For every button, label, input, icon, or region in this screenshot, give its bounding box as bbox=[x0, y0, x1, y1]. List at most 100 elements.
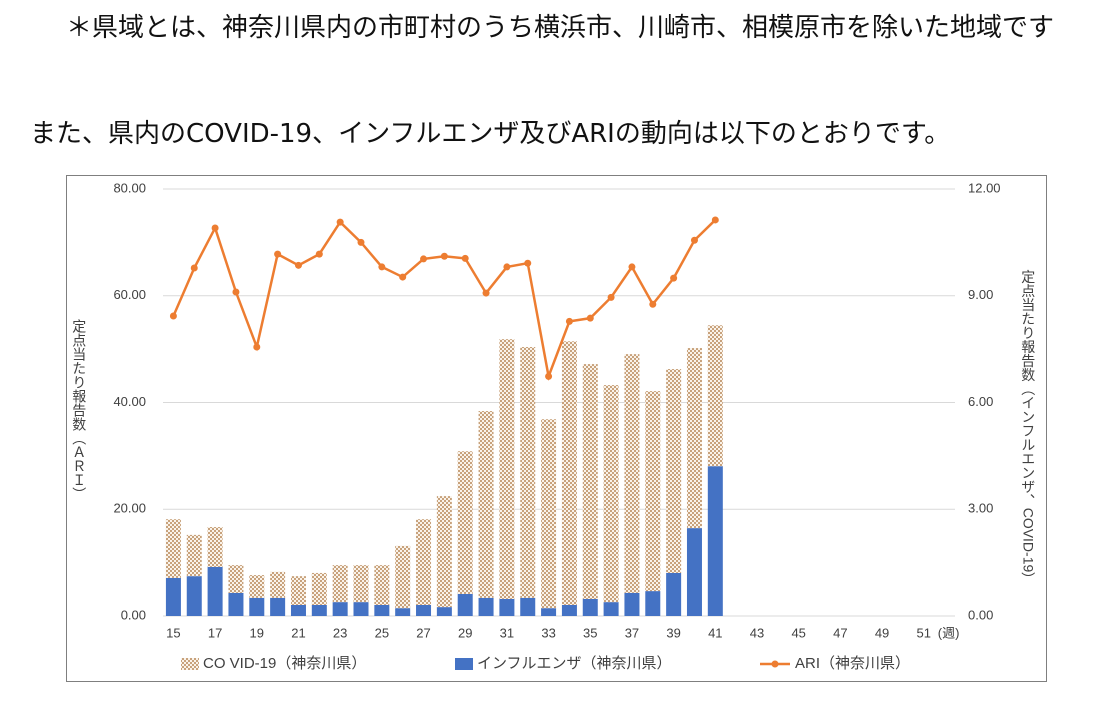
bar bbox=[270, 597, 286, 616]
bar bbox=[686, 348, 702, 529]
bar bbox=[499, 598, 515, 616]
legend-label: CO VID-19（神奈川県） bbox=[203, 655, 366, 672]
bar bbox=[332, 602, 348, 616]
bar bbox=[666, 572, 682, 616]
bar bbox=[186, 576, 202, 616]
line-point bbox=[253, 343, 261, 351]
x-tick-label: 51 bbox=[917, 625, 931, 640]
line bbox=[172, 219, 717, 381]
bar bbox=[395, 608, 411, 616]
bar bbox=[499, 339, 515, 599]
x-tick-label: 41 bbox=[708, 625, 722, 640]
bar bbox=[645, 591, 661, 616]
x-tick-label: 39 bbox=[666, 625, 680, 640]
bar bbox=[603, 385, 619, 603]
bar bbox=[270, 571, 286, 598]
y2-tick-label: 6.00 bbox=[968, 394, 993, 409]
bar bbox=[686, 528, 702, 616]
bar bbox=[582, 364, 598, 599]
line-point bbox=[565, 317, 573, 325]
x-tick-label: 21 bbox=[291, 625, 305, 640]
line-point bbox=[649, 300, 657, 308]
line-point bbox=[399, 273, 407, 281]
line-point bbox=[274, 250, 282, 258]
bar bbox=[165, 577, 181, 616]
bar bbox=[582, 598, 598, 616]
x-tick-label: 47 bbox=[833, 625, 847, 640]
line-point bbox=[503, 263, 511, 271]
y-axis-title: 定点当たり報告数（ＡＲＩ） bbox=[71, 319, 87, 501]
bar bbox=[290, 576, 306, 605]
bar bbox=[353, 565, 369, 603]
line-point bbox=[440, 252, 448, 260]
line-point bbox=[357, 238, 365, 246]
x-tick-label: 35 bbox=[583, 625, 597, 640]
line-point bbox=[315, 250, 323, 258]
bar bbox=[624, 592, 640, 616]
x-tick-label: 43 bbox=[750, 625, 764, 640]
bar bbox=[645, 391, 661, 592]
line-point bbox=[524, 259, 532, 267]
bar bbox=[520, 346, 536, 598]
x-tick-label: 49 bbox=[875, 625, 889, 640]
line-point bbox=[420, 255, 428, 263]
legend-label: インフルエンザ（神奈川県） bbox=[477, 655, 672, 672]
y2-tick-label: 0.00 bbox=[968, 607, 993, 622]
y2-tick-label: 3.00 bbox=[968, 501, 993, 516]
bar bbox=[624, 354, 640, 593]
line-point bbox=[670, 274, 678, 282]
bar bbox=[478, 597, 494, 616]
note: また、県内のCOVID-19、インフルエンザ及びARIの動向は以下のとおりです。 bbox=[30, 119, 951, 149]
bar bbox=[228, 592, 244, 616]
bar bbox=[603, 602, 619, 616]
line-point bbox=[336, 218, 344, 226]
bar bbox=[707, 466, 723, 616]
bar bbox=[666, 369, 682, 573]
bar bbox=[290, 604, 306, 616]
bar bbox=[374, 565, 390, 605]
note: ＊県域とは、神奈川県内の市町村のうち横浜市、川崎市、相模原市を除いた地域です bbox=[65, 13, 1054, 43]
bar bbox=[353, 602, 369, 616]
bar bbox=[478, 411, 494, 598]
bar bbox=[520, 597, 536, 616]
bar bbox=[416, 604, 432, 616]
line-point bbox=[461, 254, 469, 262]
bar bbox=[374, 604, 390, 616]
y2-axis-title: 定点当たり報告数（インフルエンザ、COVID-19） bbox=[1020, 270, 1036, 587]
legend-label: ARI（神奈川県） bbox=[795, 655, 910, 672]
chart-frame bbox=[66, 175, 1047, 682]
line-point bbox=[190, 264, 198, 272]
y-tick-label: 40.00 bbox=[113, 394, 146, 409]
bar bbox=[207, 566, 223, 616]
line-point bbox=[211, 224, 219, 232]
y-tick-label: 20.00 bbox=[113, 501, 146, 516]
line-point bbox=[628, 263, 636, 271]
x-tick-label: 19 bbox=[250, 625, 264, 640]
legend-swatch bbox=[455, 658, 473, 670]
line-point bbox=[690, 236, 698, 244]
bar bbox=[165, 519, 181, 578]
bar bbox=[332, 565, 348, 603]
line-point bbox=[586, 314, 594, 322]
bar bbox=[436, 496, 452, 608]
line-point bbox=[607, 293, 615, 301]
y-tick-label: 60.00 bbox=[113, 287, 146, 302]
legend-swatch bbox=[181, 658, 199, 670]
line-point bbox=[378, 263, 386, 271]
x-axis-title: (週) bbox=[938, 625, 960, 640]
line-point bbox=[711, 216, 719, 224]
line-point bbox=[294, 261, 302, 269]
bar bbox=[457, 451, 473, 594]
bar bbox=[311, 604, 327, 616]
x-tick-label: 23 bbox=[333, 625, 347, 640]
bar bbox=[395, 545, 411, 609]
bar bbox=[541, 419, 557, 609]
y-tick-label: 80.00 bbox=[113, 180, 146, 195]
x-tick-label: 15 bbox=[166, 625, 180, 640]
bar bbox=[186, 534, 202, 577]
x-tick-label: 37 bbox=[625, 625, 639, 640]
line-point bbox=[482, 289, 490, 297]
bar bbox=[207, 527, 223, 567]
